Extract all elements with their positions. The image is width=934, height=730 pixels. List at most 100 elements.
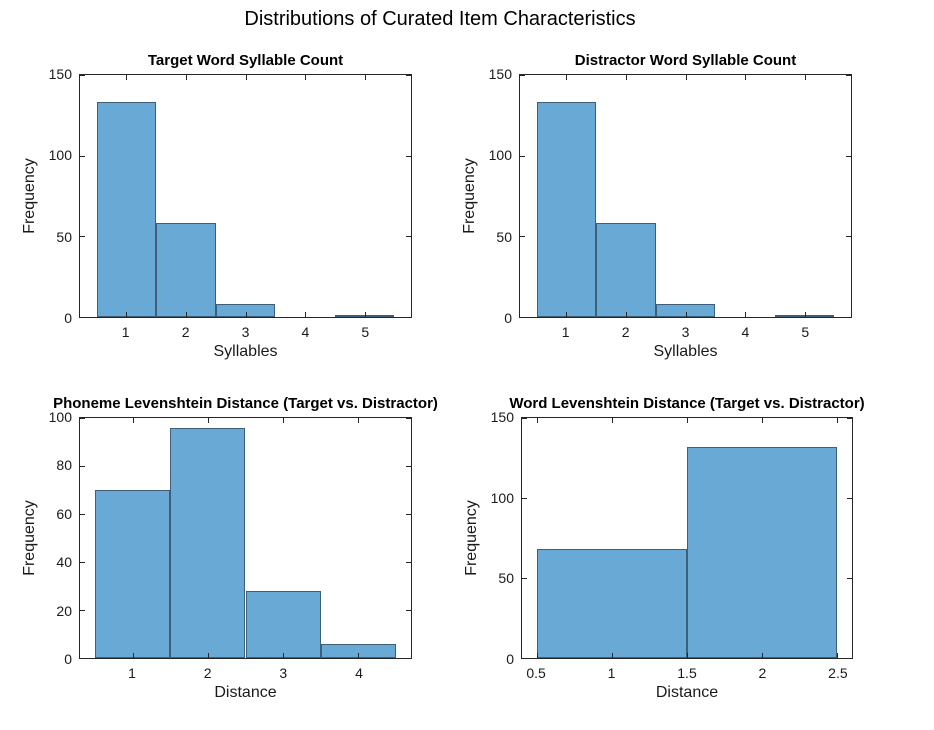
plot-area xyxy=(79,74,412,318)
y-tick-label: 0 xyxy=(506,651,514,667)
subplot-target-syllable-count: Target Word Syllable Count Frequency Syl… xyxy=(21,52,412,360)
y-axis-tick xyxy=(847,658,852,659)
x-tick-label: 2 xyxy=(181,324,190,340)
x-axis-tick xyxy=(625,75,627,80)
x-axis-tick xyxy=(762,418,763,423)
x-axis-tick xyxy=(126,312,128,317)
x-axis-tick xyxy=(364,75,366,80)
plot-area xyxy=(519,74,852,318)
x-axis-tick xyxy=(566,75,568,80)
subplot-title: Word Levenshtein Distance (Target vs. Di… xyxy=(509,395,865,412)
x-tick-label: 4 xyxy=(355,665,363,681)
x-axis-tick xyxy=(762,653,763,658)
y-axis-tick xyxy=(847,577,852,579)
y-axis-tick xyxy=(406,236,411,238)
y-axis-tick xyxy=(80,610,85,611)
y-tick-label: 50 xyxy=(56,228,72,245)
y-tick-label: 50 xyxy=(498,570,514,587)
y-tick-label: 0 xyxy=(64,310,72,326)
y-axis-tick xyxy=(406,658,411,659)
histogram-bar xyxy=(596,223,656,317)
x-tick-label: 2.5 xyxy=(828,665,848,681)
y-axis-tick xyxy=(406,514,411,515)
histogram-bar xyxy=(537,549,687,658)
x-axis-tick xyxy=(207,418,209,423)
x-axis-tick xyxy=(687,653,688,658)
y-axis-tick xyxy=(80,418,85,419)
y-axis-tick xyxy=(520,236,525,238)
y-axis-tick xyxy=(847,418,852,419)
figure-title: Distributions of Curated Item Characteri… xyxy=(244,8,636,30)
x-axis-label: Syllables xyxy=(653,343,718,360)
y-axis-tick xyxy=(80,514,85,515)
x-axis-tick xyxy=(364,312,366,317)
x-axis-tick xyxy=(612,653,613,658)
x-axis-tick xyxy=(283,418,285,423)
x-axis-tick xyxy=(566,312,568,317)
histogram-bar xyxy=(245,590,321,658)
x-tick-label: 2 xyxy=(203,665,212,681)
y-axis-tick xyxy=(406,610,411,611)
y-tick-label: 60 xyxy=(56,505,72,522)
subplot-distractor-syllable-count: Distractor Word Syllable Count Frequency… xyxy=(461,52,852,360)
x-axis-tick xyxy=(687,418,688,423)
y-axis-tick xyxy=(406,418,411,419)
histogram-bar xyxy=(687,446,837,658)
x-tick-label: 3 xyxy=(241,324,250,340)
x-tick-label: 1 xyxy=(607,665,616,681)
y-axis-label: Frequency xyxy=(21,500,38,576)
x-axis-tick xyxy=(537,653,538,658)
x-axis-tick xyxy=(837,653,838,658)
x-axis-tick xyxy=(245,312,247,317)
y-tick-label: 20 xyxy=(56,602,72,619)
x-axis-tick xyxy=(283,653,285,658)
histogram-bar xyxy=(96,102,157,317)
histogram-bar xyxy=(156,223,216,317)
x-tick-label: 1 xyxy=(561,324,570,340)
x-axis-label: Distance xyxy=(214,684,277,701)
x-axis-tick xyxy=(245,75,247,80)
x-axis-tick xyxy=(837,418,838,423)
x-tick-label: 4 xyxy=(741,324,750,340)
y-tick-label: 0 xyxy=(64,651,72,667)
y-axis-tick xyxy=(846,75,851,76)
y-axis-tick xyxy=(847,497,852,499)
y-tick-label: 150 xyxy=(490,409,514,425)
subplot-title: Phoneme Levenshtein Distance (Target vs.… xyxy=(53,395,438,412)
y-axis-tick xyxy=(80,75,85,76)
x-axis-tick xyxy=(132,653,134,658)
x-axis-tick xyxy=(537,418,538,423)
y-axis-tick xyxy=(520,155,525,157)
x-tick-label: 1.5 xyxy=(677,665,697,681)
y-axis-tick xyxy=(406,75,411,76)
y-axis-tick xyxy=(406,562,411,563)
subplot-title: Target Word Syllable Count xyxy=(147,52,344,69)
x-axis-tick xyxy=(185,75,187,80)
y-axis-tick xyxy=(80,236,85,238)
x-axis-tick xyxy=(132,418,134,423)
y-tick-label: 50 xyxy=(496,228,512,245)
y-axis-tick xyxy=(522,497,527,499)
x-axis-tick xyxy=(207,653,209,658)
y-axis-tick xyxy=(520,317,525,318)
subplot-title: Distractor Word Syllable Count xyxy=(574,52,797,69)
y-axis-tick xyxy=(80,317,85,318)
histogram-bar xyxy=(170,427,246,658)
x-tick-label: 3 xyxy=(681,324,690,340)
x-tick-label: 5 xyxy=(801,324,810,340)
x-axis-tick xyxy=(804,75,806,80)
x-tick-label: 0.5 xyxy=(526,665,546,681)
plot-area xyxy=(79,417,412,659)
x-tick-label: 2 xyxy=(758,665,767,681)
y-axis-label: Frequency xyxy=(21,158,38,234)
y-axis-tick xyxy=(80,562,85,563)
x-axis-tick xyxy=(685,312,687,317)
y-tick-label: 0 xyxy=(504,310,512,326)
x-tick-label: 5 xyxy=(361,324,370,340)
y-axis-label: Frequency xyxy=(463,500,480,576)
y-axis-tick xyxy=(522,577,527,579)
x-axis-tick xyxy=(185,312,187,317)
y-tick-label: 150 xyxy=(48,66,72,82)
subplot-phoneme-levenshtein-distance: Phoneme Levenshtein Distance (Target vs.… xyxy=(21,395,438,701)
y-tick-label: 40 xyxy=(56,554,72,571)
